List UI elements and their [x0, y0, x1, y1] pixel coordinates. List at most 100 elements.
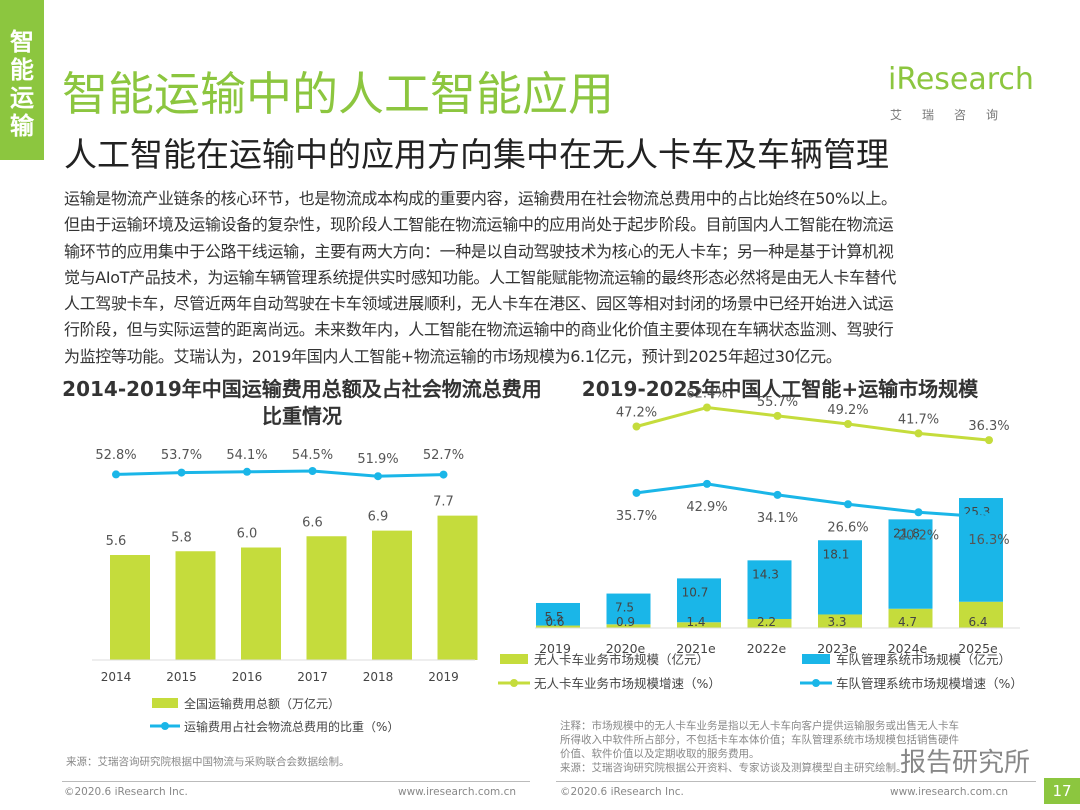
- body-line: 人工驾驶卡车，尽管近两年自动驾驶在卡车领域进展顺利，无人卡车在港区、园区等相对封…: [64, 294, 894, 314]
- bar: [372, 530, 412, 660]
- line-value-label: 53.7%: [161, 448, 202, 463]
- bar-value-label: 6.9: [368, 510, 389, 525]
- chart-right: 0.65.5 2019 0.97.5 2020e 1.4 10.7 2021e 2.2 14.3…: [498, 387, 1023, 691]
- x-tick-label: 2023e: [817, 641, 857, 656]
- body-line: 行阶段，但与实际运营的距离尚远。未来数年内，人工智能在物流运输中的商业化价值主要…: [64, 320, 894, 340]
- footer-url-right[interactable]: www.iresearch.com.cn: [890, 786, 1009, 798]
- x-tick-label: 2014: [101, 670, 132, 684]
- x-tick-label: 2018: [363, 670, 394, 684]
- bar-value-label: 10.7: [682, 585, 709, 599]
- line-point: [844, 420, 852, 428]
- line-value-label: 49.2%: [827, 403, 868, 418]
- line-value-label: 55.7%: [757, 395, 798, 410]
- stacked-bar-segment: [818, 540, 862, 615]
- footer-copyright-left: ©2020.6 iResearch Inc.: [64, 786, 188, 798]
- bar: [437, 515, 478, 660]
- chart-note: 注释：市场规模中的无人卡车业务是指以无人卡车向客户提供运输服务或出售无人卡车 所…: [560, 719, 1040, 775]
- bar-value-label: 0.9: [616, 615, 635, 629]
- chart-right-title: 2019-2025年中国人工智能+运输市场规模: [581, 377, 979, 401]
- line-value-label: 42.9%: [686, 500, 727, 515]
- iresearch-logo-subtitle: 艾瑞咨询: [890, 108, 1019, 122]
- bar-value-label: 5.5: [544, 610, 563, 624]
- x-tick-label: 2020e: [606, 641, 646, 656]
- note-line: 价值、软件价值以及定期收取的服务费用。: [560, 748, 760, 760]
- section-tab-char: 智: [10, 28, 34, 56]
- line-value-label: 35.7%: [616, 509, 657, 524]
- line-value-label: 41.7%: [898, 412, 939, 427]
- bar-value-label: 6.0: [237, 527, 258, 542]
- bar-value-label: 1.4: [686, 615, 705, 629]
- x-tick-label: 2021e: [676, 641, 716, 656]
- line-point: [439, 470, 448, 479]
- bar: [110, 555, 150, 660]
- line-point: [703, 479, 711, 488]
- line-value-label: 36.3%: [968, 419, 1009, 434]
- source-left: 来源：艾瑞咨询研究院根据中国物流与采购联合会数据绘制。: [66, 756, 350, 768]
- line-value-label: 54.1%: [226, 448, 267, 463]
- legend-swatch: [161, 722, 169, 730]
- bar-value-label: 5.8: [171, 530, 192, 545]
- line-point: [374, 472, 382, 481]
- footer-divider: [556, 781, 1036, 782]
- line-value-label: 20.2%: [898, 528, 939, 543]
- x-tick-label: 2024e: [888, 641, 928, 656]
- bar: [175, 551, 216, 660]
- watermark: 报告研究所: [900, 748, 1031, 778]
- stacked-bar-segment: [606, 593, 651, 625]
- line-point: [985, 513, 993, 522]
- line-series: [115, 469, 444, 478]
- legend-label: 运输费用占社会物流总费用的比重（%）: [184, 719, 399, 734]
- line-point: [703, 403, 711, 412]
- bar-value-label: 21.8: [893, 526, 920, 540]
- line-point: [177, 468, 186, 477]
- line-value-label: 62.4%: [686, 387, 727, 402]
- stacked-bar-segment: [677, 622, 721, 628]
- stacked-bar-segment: [747, 618, 792, 628]
- line-value-label: 54.5%: [292, 448, 333, 463]
- footer-divider: [62, 781, 530, 782]
- line-series: [636, 405, 990, 442]
- line-value-label: 51.9%: [357, 452, 398, 467]
- line-value-label: 52.8%: [95, 448, 136, 463]
- section-tab-char: 运: [10, 84, 34, 112]
- bar-value-label: 7.7: [433, 495, 454, 510]
- line-value-label: 26.6%: [827, 520, 868, 535]
- stacked-bar-segment: [677, 578, 721, 623]
- line-point: [632, 422, 641, 431]
- body-line: 但由于运输环境及运输设备的复杂性，现阶段人工智能在物流运输中的应用尚处于起步阶段…: [64, 215, 894, 235]
- x-tick-label: 2025e: [958, 641, 998, 656]
- stacked-bar-segment: [606, 624, 651, 628]
- note-line: 注释：市场规模中的无人卡车业务是指以无人卡车向客户提供运输服务或出售无人卡车: [560, 720, 959, 732]
- stacked-bar-segment: [888, 519, 933, 609]
- line-value-label: 47.2%: [616, 406, 657, 421]
- body-line: 为监控等功能。艾瑞认为，2019年国内人工智能+物流运输的市场规模为6.1亿元，…: [64, 346, 842, 366]
- iresearch-logo: iResearch: [888, 62, 1034, 97]
- stacked-bar-segment: [818, 614, 862, 628]
- line-point: [308, 467, 317, 475]
- bar-value-label: 5.6: [106, 534, 127, 549]
- x-tick-label: 2022e: [747, 641, 787, 656]
- page-title: 智能运输中的人工智能应用: [62, 67, 614, 121]
- legend-label: 无人卡车业务市场规模（亿元）: [534, 652, 709, 667]
- line-point: [985, 436, 993, 445]
- footer-url-left[interactable]: www.iresearch.com.cn: [398, 786, 517, 798]
- section-tab: 智 能 运 输: [0, 0, 44, 160]
- line-point: [844, 500, 852, 509]
- legend-label: 无人卡车业务市场规模增速（%）: [534, 676, 721, 691]
- bar: [241, 547, 281, 660]
- chart-left-title: 2014-2019年中国运输费用总额及占社会物流总费用比重情况: [62, 377, 542, 428]
- body-paragraph: 运输是物流产业链条的核心环节，也是物流成本构成的重要内容，运输费用在社会物流总费…: [64, 186, 1024, 370]
- stacked-bar-segment: [959, 601, 1003, 628]
- stacked-bar-segment: [536, 625, 580, 628]
- legend-label: 车队管理系统市场规模增速（%）: [836, 676, 1023, 691]
- bar-value-label: 2.2: [757, 615, 776, 629]
- bar-value-label: 7.5: [615, 601, 634, 615]
- footer-copyright-right: ©2020.6 iResearch Inc.: [560, 786, 684, 798]
- section-tab-char: 输: [10, 112, 34, 140]
- note-line: 来源：艾瑞咨询研究院根据公开资料、专家访谈及测算模型自主研究绘制。: [560, 762, 907, 774]
- note-line: 所得收入中软件所占部分，不包括卡车本体价值；车队管理系统市场规模包括销售硬件: [560, 734, 959, 746]
- line-point: [632, 488, 641, 497]
- chart-left: 5.6 2014 5.8 2015 6.0 2016 6.6 2017 6.9 2018 7.7 20…: [92, 448, 478, 734]
- line-series: [636, 482, 990, 519]
- line-point: [914, 429, 923, 438]
